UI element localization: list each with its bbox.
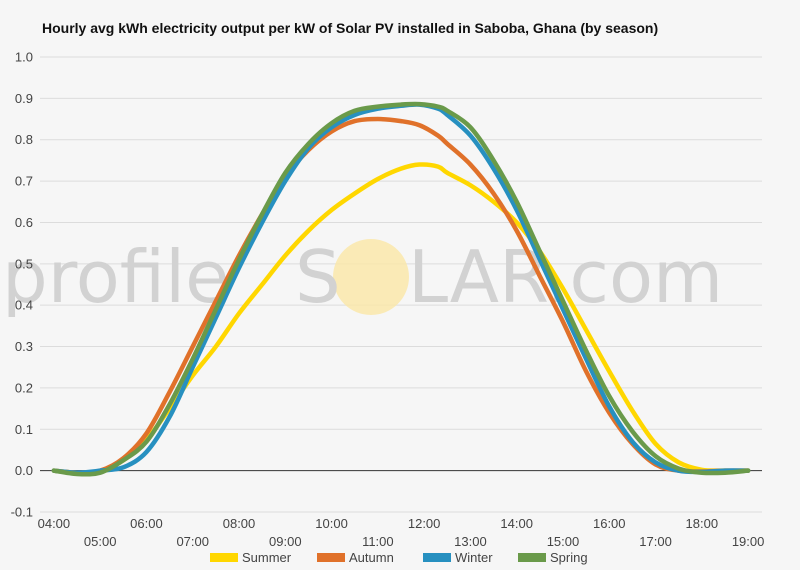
y-tick-label: 0.5	[15, 256, 33, 271]
x-tick-label: 04:00	[38, 516, 71, 531]
legend-label: Winter	[455, 550, 493, 565]
y-tick-label: 0.6	[15, 215, 33, 230]
x-tick-label: 14:00	[500, 516, 533, 531]
legend-item-autumn[interactable]: Autumn	[317, 550, 394, 565]
x-tick-label: 10:00	[315, 516, 348, 531]
legend-item-spring[interactable]: Spring	[518, 550, 588, 565]
x-tick-label: 09:00	[269, 534, 302, 549]
y-tick-label: 1.0	[15, 50, 33, 65]
x-axis-ticks: 04:00 05:00 06:00 07:00 08:00 09:00 10:00 11:00…	[38, 516, 765, 549]
legend-label: Summer	[242, 550, 292, 565]
x-tick-label: 19:00	[732, 534, 765, 549]
y-tick-label: 0.0	[15, 463, 33, 478]
legend-swatch	[423, 553, 451, 562]
x-tick-label: 05:00	[84, 534, 117, 549]
legend[interactable]: Summer Autumn Winter Spring	[210, 550, 588, 565]
legend-swatch	[210, 553, 238, 562]
x-tick-label: 11:00	[362, 534, 394, 549]
series-line-summer	[51, 162, 751, 475]
chart-title: Hourly avg kWh electricity output per kW…	[42, 20, 658, 36]
y-tick-label: 0.2	[15, 380, 33, 395]
legend-swatch	[518, 553, 546, 562]
legend-label: Autumn	[349, 550, 394, 565]
legend-item-summer[interactable]: Summer	[210, 550, 292, 565]
y-tick-label: 0.7	[15, 174, 33, 189]
x-tick-label: 13:00	[454, 534, 487, 549]
legend-label: Spring	[550, 550, 588, 565]
y-tick-label: 0.8	[15, 132, 33, 147]
legend-item-winter[interactable]: Winter	[423, 550, 493, 565]
y-axis-ticks: 1.0 0.9 0.8 0.7 0.6 0.5 0.4 0.3 0.2 0.1 0.0 -0.1	[11, 50, 33, 520]
legend-swatch	[317, 553, 345, 562]
watermark-letter-s: S	[295, 235, 341, 319]
series-lines	[51, 101, 751, 477]
watermark-text-left: profile	[2, 235, 229, 319]
y-tick-label: 0.4	[15, 298, 33, 313]
x-tick-label: 18:00	[686, 516, 719, 531]
x-tick-label: 07:00	[176, 534, 209, 549]
y-tick-label: 0.9	[15, 91, 33, 106]
y-tick-label: 0.1	[15, 422, 33, 437]
x-tick-label: 16:00	[593, 516, 626, 531]
x-tick-label: 17:00	[639, 534, 672, 549]
watermark: profile S LAR.com	[2, 235, 723, 319]
y-tick-label: -0.1	[11, 505, 33, 520]
watermark-sun-icon	[333, 239, 409, 315]
x-tick-label: 15:00	[547, 534, 580, 549]
x-tick-label: 12:00	[408, 516, 441, 531]
y-tick-label: 0.3	[15, 339, 33, 354]
series-line-spring	[51, 101, 751, 477]
x-tick-label: 06:00	[130, 516, 163, 531]
x-tick-label: 08:00	[223, 516, 256, 531]
